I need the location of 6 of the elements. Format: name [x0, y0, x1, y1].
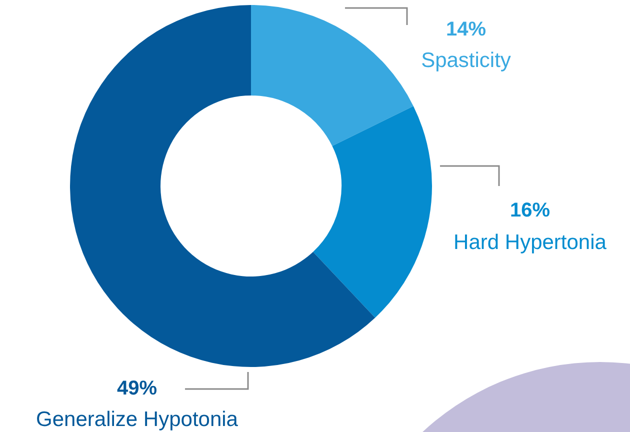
slice-label: Spasticity — [421, 48, 512, 72]
data-label: 14% — [446, 18, 486, 41]
slice-label: Generalize Hypotonia — [36, 408, 238, 431]
data-label: 16% — [510, 200, 550, 222]
data-label: 49% — [116, 378, 158, 400]
slice-label: Hard Hypertonia — [454, 230, 607, 254]
